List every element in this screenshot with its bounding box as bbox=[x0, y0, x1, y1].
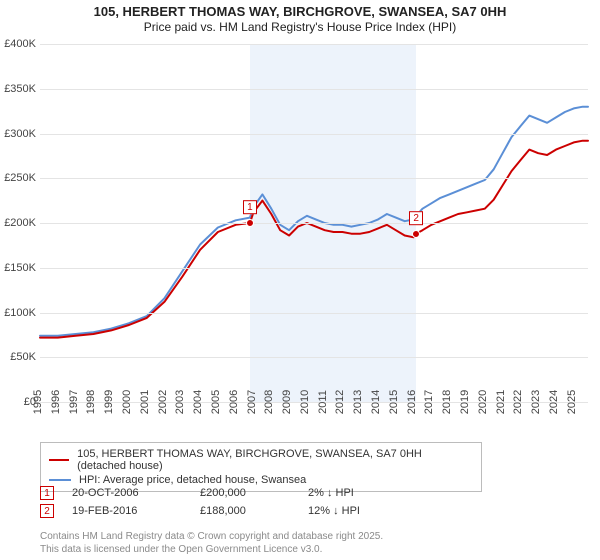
legend-row: 105, HERBERT THOMAS WAY, BIRCHGROVE, SWA… bbox=[49, 447, 473, 473]
x-axis-label: 2022 bbox=[508, 390, 524, 414]
x-axis-label: 2020 bbox=[473, 390, 489, 414]
sale-marker-label: 2 bbox=[409, 211, 423, 225]
gridline bbox=[40, 357, 588, 358]
gridline bbox=[40, 313, 588, 314]
y-axis-label: £300K bbox=[4, 128, 40, 140]
x-axis-label: 2025 bbox=[562, 390, 578, 414]
gridline bbox=[40, 134, 588, 135]
sale-row: 1 20-OCT-2006 £200,000 2% ↓ HPI bbox=[40, 484, 588, 502]
sale-row: 2 19-FEB-2016 £188,000 12% ↓ HPI bbox=[40, 502, 588, 520]
plot-box: £0£50K£100K£150K£200K£250K£300K£350K£400… bbox=[40, 44, 588, 402]
legend-swatch bbox=[49, 479, 71, 481]
x-axis-label: 2007 bbox=[241, 390, 257, 414]
sale-date: 19-FEB-2016 bbox=[72, 505, 182, 517]
x-axis-label: 2004 bbox=[188, 390, 204, 414]
x-axis-label: 2010 bbox=[295, 390, 311, 414]
x-axis-label: 1998 bbox=[81, 390, 97, 414]
footer-attribution: Contains HM Land Registry data © Crown c… bbox=[40, 531, 383, 556]
x-axis-label: 2021 bbox=[490, 390, 506, 414]
x-axis-label: 2006 bbox=[223, 390, 239, 414]
chart-titles: 105, HERBERT THOMAS WAY, BIRCHGROVE, SWA… bbox=[0, 0, 600, 34]
sale-price: £188,000 bbox=[200, 505, 290, 517]
sale-marker-dot bbox=[246, 219, 254, 227]
gridline bbox=[40, 178, 588, 179]
y-axis-label: £200K bbox=[4, 217, 40, 229]
gridline bbox=[40, 268, 588, 269]
gridline bbox=[40, 89, 588, 90]
x-axis-label: 2019 bbox=[455, 390, 471, 414]
sale-vs-hpi: 2% ↓ HPI bbox=[308, 487, 354, 499]
sale-vs-hpi: 12% ↓ HPI bbox=[308, 505, 360, 517]
sale-marker-dot bbox=[412, 230, 420, 238]
legend-swatch bbox=[49, 459, 69, 461]
x-axis-label: 2012 bbox=[330, 390, 346, 414]
x-axis-label: 2005 bbox=[206, 390, 222, 414]
sale-index: 2 bbox=[40, 504, 54, 518]
sales-table: 1 20-OCT-2006 £200,000 2% ↓ HPI 2 19-FEB-2016… bbox=[40, 484, 588, 520]
x-axis-label: 2003 bbox=[170, 390, 186, 414]
x-axis-label: 2008 bbox=[259, 390, 275, 414]
y-axis-label: £100K bbox=[4, 307, 40, 319]
footer-line-1: Contains HM Land Registry data © Crown c… bbox=[40, 531, 383, 544]
series-hpi bbox=[40, 107, 588, 336]
x-axis-label: 2014 bbox=[366, 390, 382, 414]
chart-area: £0£50K£100K£150K£200K£250K£300K£350K£400… bbox=[40, 44, 588, 402]
gridline bbox=[40, 44, 588, 45]
title-sub: Price paid vs. HM Land Registry's House … bbox=[0, 20, 600, 34]
x-axis-label: 2009 bbox=[277, 390, 293, 414]
x-axis-label: 1995 bbox=[28, 390, 44, 414]
series-property bbox=[40, 141, 588, 338]
x-axis-label: 2000 bbox=[117, 390, 133, 414]
sale-index: 1 bbox=[40, 486, 54, 500]
footer-line-2: This data is licensed under the Open Gov… bbox=[40, 544, 383, 557]
x-axis-label: 2024 bbox=[544, 390, 560, 414]
sale-price: £200,000 bbox=[200, 487, 290, 499]
x-axis-label: 2023 bbox=[526, 390, 542, 414]
y-axis-label: £350K bbox=[4, 83, 40, 95]
x-axis-label: 2011 bbox=[313, 390, 329, 414]
x-axis-label: 1996 bbox=[46, 390, 62, 414]
y-axis-label: £150K bbox=[4, 262, 40, 274]
y-axis-label: £250K bbox=[4, 172, 40, 184]
x-axis-label: 2017 bbox=[419, 390, 435, 414]
x-axis-label: 2002 bbox=[152, 390, 168, 414]
y-axis-label: £400K bbox=[4, 38, 40, 50]
x-axis-label: 2001 bbox=[135, 390, 151, 414]
x-axis-label: 2015 bbox=[384, 390, 400, 414]
x-axis-label: 2018 bbox=[437, 390, 453, 414]
gridline bbox=[40, 223, 588, 224]
x-axis-label: 2013 bbox=[348, 390, 364, 414]
sale-marker-label: 1 bbox=[243, 200, 257, 214]
x-axis-label: 1997 bbox=[63, 390, 79, 414]
sale-date: 20-OCT-2006 bbox=[72, 487, 182, 499]
legend-label: 105, HERBERT THOMAS WAY, BIRCHGROVE, SWA… bbox=[77, 448, 473, 472]
x-axis-label: 1999 bbox=[99, 390, 115, 414]
x-axis-label: 2016 bbox=[401, 390, 417, 414]
y-axis-label: £50K bbox=[10, 351, 40, 363]
title-main: 105, HERBERT THOMAS WAY, BIRCHGROVE, SWA… bbox=[0, 4, 600, 19]
